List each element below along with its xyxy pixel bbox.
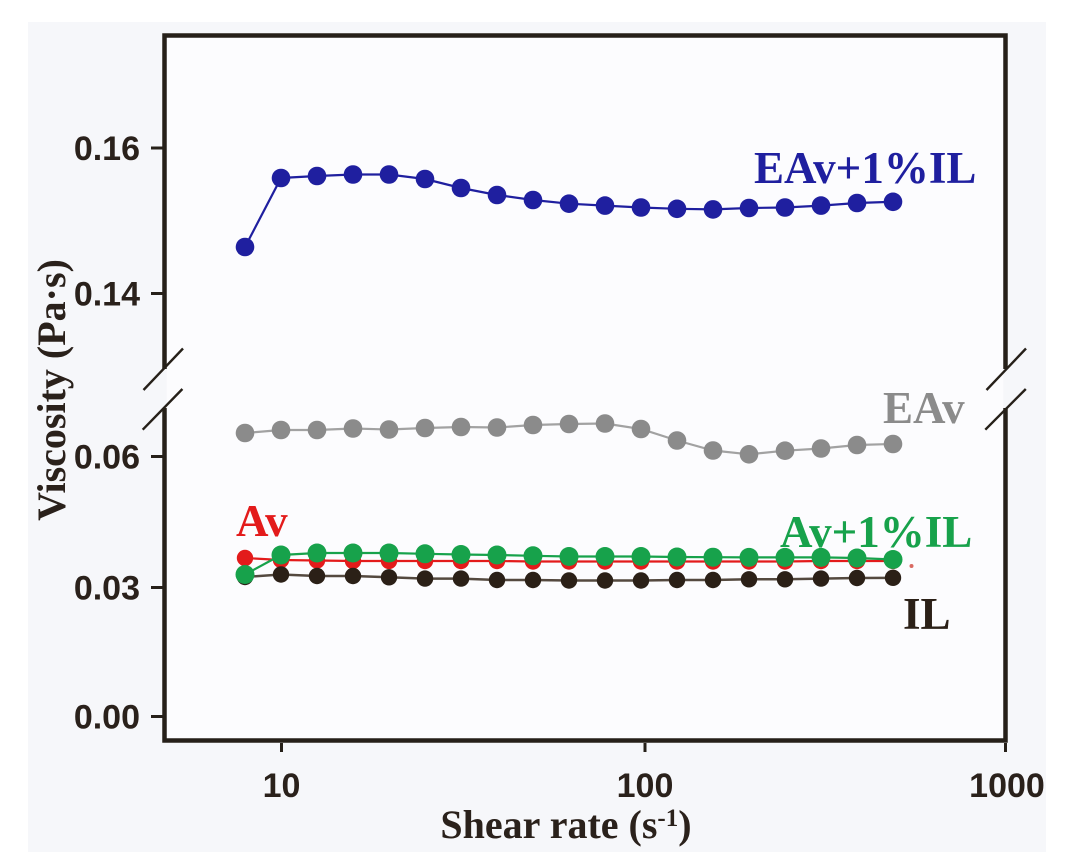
svg-text:Viscosity (Pa·s): Viscosity (Pa·s) <box>29 259 74 521</box>
svg-text:IL: IL <box>903 589 951 639</box>
svg-text:100: 100 <box>617 767 674 805</box>
svg-text:0.06: 0.06 <box>74 439 140 477</box>
svg-text:EAv+1%IL: EAv+1%IL <box>754 143 976 193</box>
svg-text:Av: Av <box>236 496 288 546</box>
svg-text:0.03: 0.03 <box>74 570 140 608</box>
svg-text:Av+1%IL: Av+1%IL <box>780 507 972 557</box>
svg-text:0.00: 0.00 <box>74 699 140 737</box>
svg-text:EAv: EAv <box>883 383 965 433</box>
svg-text:0.14: 0.14 <box>74 276 140 314</box>
svg-text:10: 10 <box>263 767 301 805</box>
svg-text:1000: 1000 <box>969 767 1045 805</box>
svg-text:Shear rate (s-1): Shear rate (s-1) <box>440 802 691 847</box>
svg-text:0.16: 0.16 <box>74 130 140 168</box>
